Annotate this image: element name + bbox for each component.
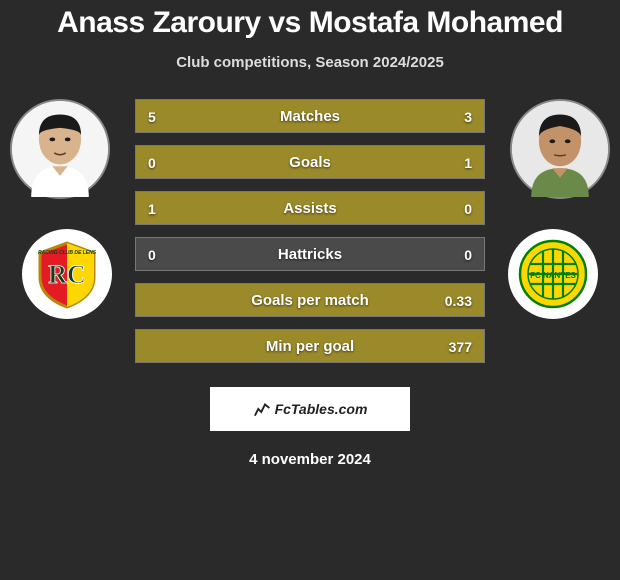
comparison-content: RACING CLUB DE LENS RC FC NANTES 53Match… bbox=[0, 99, 620, 375]
club-left-logo: RACING CLUB DE LENS RC bbox=[22, 229, 112, 319]
chart-icon bbox=[253, 400, 271, 418]
player-right-avatar bbox=[510, 99, 610, 199]
club-right-logo: FC NANTES bbox=[508, 229, 598, 319]
page-title: Anass Zaroury vs Mostafa Mohamed bbox=[0, 0, 620, 40]
stat-label: Goals bbox=[136, 146, 484, 179]
header: Anass Zaroury vs Mostafa Mohamed Club co… bbox=[0, 0, 620, 71]
svg-text:FC NANTES: FC NANTES bbox=[530, 271, 576, 280]
stat-row: 377Min per goal bbox=[135, 329, 485, 363]
stat-label: Assists bbox=[136, 192, 484, 225]
attribution-badge: FcTables.com bbox=[210, 387, 410, 431]
stat-label: Goals per match bbox=[136, 284, 484, 317]
stat-bars: 53Matches 01Goals 10Assists 00Hattricks 0.33… bbox=[135, 99, 485, 375]
page-subtitle: Club competitions, Season 2024/2025 bbox=[0, 54, 620, 71]
stat-label: Matches bbox=[136, 100, 484, 133]
attribution-text: FcTables.com bbox=[275, 401, 368, 417]
stat-label: Hattricks bbox=[136, 238, 484, 271]
player-left-avatar bbox=[10, 99, 110, 199]
svg-text:RACING CLUB DE LENS: RACING CLUB DE LENS bbox=[38, 250, 97, 256]
stat-row: 10Assists bbox=[135, 191, 485, 225]
stat-row: 00Hattricks bbox=[135, 237, 485, 271]
stat-label: Min per goal bbox=[136, 330, 484, 363]
date-label: 4 november 2024 bbox=[0, 451, 620, 468]
stat-row: 53Matches bbox=[135, 99, 485, 133]
svg-text:RC: RC bbox=[48, 260, 86, 289]
stat-row: 0.33Goals per match bbox=[135, 283, 485, 317]
stat-row: 01Goals bbox=[135, 145, 485, 179]
